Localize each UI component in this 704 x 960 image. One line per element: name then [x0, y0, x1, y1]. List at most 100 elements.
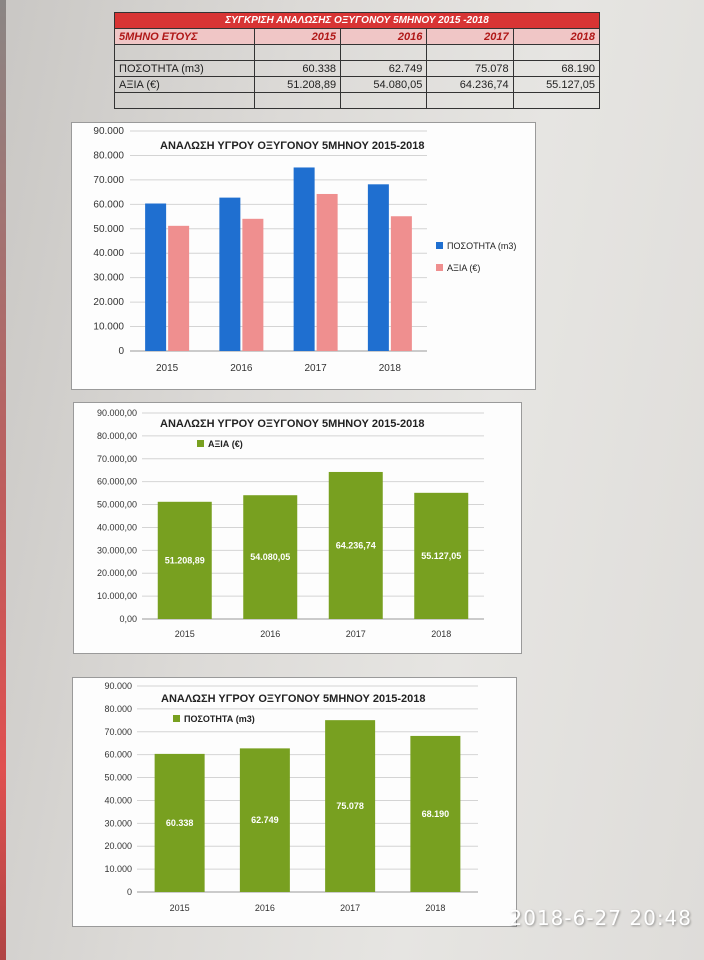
- summary-blank-row: [114, 44, 601, 61]
- data-label: 55.127,05: [421, 551, 461, 561]
- y-tick-label: 10.000: [104, 864, 132, 874]
- y-tick-label: 50.000: [93, 224, 124, 235]
- bar: [328, 471, 383, 619]
- chart-panel-combined: 0 10.000 20.000 30.000 40.000 50.000 60.000 70.…: [71, 122, 536, 390]
- bar: [219, 197, 241, 351]
- legend-swatch: [173, 715, 180, 722]
- legend-label: ΠΟΣΟΤΗΤΑ (m3): [447, 241, 516, 251]
- y-tick-label: 20.000: [93, 297, 124, 308]
- y-tick-label: 70.000: [104, 727, 132, 737]
- summary-header-year: 2018: [512, 28, 601, 45]
- y-tick-label: 30.000: [93, 273, 124, 284]
- photo-timestamp: 2018-6-27 20:48: [509, 906, 692, 930]
- x-tick-label: 2018: [379, 363, 402, 374]
- legend-swatch: [436, 264, 443, 271]
- y-tick-label: 30.000: [104, 818, 132, 828]
- x-tick-label: 2016: [255, 903, 275, 913]
- bar: [239, 748, 290, 892]
- y-tick-label: 60.000,00: [97, 477, 137, 487]
- x-tick-label: 2015: [175, 629, 195, 639]
- bar: [325, 720, 376, 892]
- page-edge: [0, 0, 6, 960]
- y-tick-label: 80.000: [104, 704, 132, 714]
- chart-panel-quantity: 0 10.000 20.000 30.000 40.000 50.000 60.000 70.…: [72, 677, 517, 927]
- y-tick-label: 50.000: [104, 773, 132, 783]
- x-tick-label: 2016: [260, 629, 280, 639]
- data-label: 60.338: [166, 818, 194, 828]
- combined-bar-chart: 0 10.000 20.000 30.000 40.000 50.000 60.000 70.…: [93, 126, 516, 374]
- bar: [293, 167, 315, 351]
- y-tick-label: 20.000: [104, 841, 132, 851]
- chart-title: ΑΝΑΛΩΣΗ ΥΓΡΟΥ ΟΞΥΓΟΝΟΥ 5ΜΗΝΟΥ 2015-2018: [160, 140, 424, 152]
- y-tick-label: 0: [118, 346, 124, 357]
- bar: [316, 193, 338, 351]
- table-cell: 60.338: [253, 60, 342, 77]
- row-label: ΑΞΙΑ (€): [114, 76, 255, 93]
- table-cell: 54.080,05: [340, 76, 428, 93]
- data-label: 51.208,89: [165, 555, 205, 565]
- y-tick-label: 40.000,00: [97, 522, 137, 532]
- summary-title-row: ΣΥΓΚΡΙΣΗ ΑΝΑΛΩΣΗΣ ΟΞΥΓΟΝΟΥ 5ΜΗΝΟΥ 2015 -…: [114, 12, 600, 29]
- quantity-bar-chart: 0 10.000 20.000 30.000 40.000 50.000 60.000 70.…: [104, 681, 478, 913]
- x-tick-label: 2017: [346, 629, 366, 639]
- y-tick-label: 0: [127, 887, 132, 897]
- y-tick-label: 60.000: [93, 199, 124, 210]
- summary-header-row: 5ΜΗΝΟ ΕΤΟΥΣ 2015 2016 2017 2018: [114, 28, 601, 45]
- value-bar-chart: 0,00 10.000,00 20.000,00 30.000,00 40.000,00…: [97, 408, 484, 639]
- bar: [242, 218, 264, 351]
- bar: [168, 225, 190, 351]
- x-tick-label: 2017: [340, 903, 360, 913]
- x-tick-label: 2018: [431, 629, 451, 639]
- summary-header-year: 2015: [253, 28, 342, 45]
- legend-label: ΑΞΙΑ (€): [447, 263, 480, 273]
- chart-panel-value: 0,00 10.000,00 20.000,00 30.000,00 40.000,00…: [73, 402, 522, 654]
- bar: [145, 203, 167, 351]
- summary-header-year: 2017: [426, 28, 514, 45]
- chart-title: ΑΝΑΛΩΣΗ ΥΓΡΟΥ ΟΞΥΓΟΝΟΥ 5ΜΗΝΟΥ 2015-2018: [160, 418, 424, 430]
- y-tick-label: 70.000,00: [97, 454, 137, 464]
- legend-label: ΑΞΙΑ (€): [208, 439, 243, 449]
- y-tick-label: 40.000: [104, 795, 132, 805]
- summary-header-label: 5ΜΗΝΟ ΕΤΟΥΣ: [114, 28, 255, 45]
- y-tick-label: 80.000,00: [97, 431, 137, 441]
- chart-title: ΑΝΑΛΩΣΗ ΥΓΡΟΥ ΟΞΥΓΟΝΟΥ 5ΜΗΝΟΥ 2015-2018: [161, 693, 425, 705]
- y-tick-label: 70.000: [93, 175, 124, 186]
- legend-swatch: [197, 440, 204, 447]
- bar: [390, 216, 412, 351]
- x-tick-label: 2015: [170, 903, 190, 913]
- y-tick-label: 80.000: [93, 150, 124, 161]
- table-row: ΑΞΙΑ (€) 51.208,89 54.080,05 64.236,74 5…: [114, 76, 601, 93]
- y-tick-label: 30.000,00: [97, 545, 137, 555]
- x-tick-label: 2015: [156, 363, 179, 374]
- summary-table: ΣΥΓΚΡΙΣΗ ΑΝΑΛΩΣΗΣ ΟΞΥΓΟΝΟΥ 5ΜΗΝΟΥ 2015 -…: [114, 12, 601, 109]
- y-tick-label: 10.000,00: [97, 591, 137, 601]
- table-cell: 75.078: [426, 60, 514, 77]
- table-cell: 51.208,89: [253, 76, 342, 93]
- y-tick-label: 10.000: [93, 322, 124, 333]
- y-tick-label: 60.000: [104, 750, 132, 760]
- summary-title: ΣΥΓΚΡΙΣΗ ΑΝΑΛΩΣΗΣ ΟΞΥΓΟΝΟΥ 5ΜΗΝΟΥ 2015 -…: [114, 12, 600, 29]
- y-tick-label: 20.000,00: [97, 568, 137, 578]
- table-cell: 68.190: [512, 60, 601, 77]
- summary-header-year: 2016: [340, 28, 428, 45]
- data-label: 64.236,74: [336, 540, 376, 550]
- data-label: 54.080,05: [250, 552, 290, 562]
- table-cell: 64.236,74: [426, 76, 514, 93]
- x-tick-label: 2018: [425, 903, 445, 913]
- bar: [414, 492, 469, 619]
- row-label: ΠΟΣΟΤΗΤΑ (m3): [114, 60, 255, 77]
- table-cell: 62.749: [340, 60, 428, 77]
- x-tick-label: 2017: [305, 363, 328, 374]
- table-cell: 55.127,05: [512, 76, 601, 93]
- summary-blank-row: [114, 92, 601, 109]
- legend-swatch: [436, 242, 443, 249]
- data-label: 75.078: [336, 801, 364, 811]
- y-tick-label: 50.000,00: [97, 500, 137, 510]
- x-tick-label: 2016: [230, 363, 253, 374]
- bar: [154, 753, 205, 892]
- y-tick-label: 40.000: [93, 248, 124, 259]
- data-label: 68.190: [422, 809, 450, 819]
- legend-label: ΠΟΣΟΤΗΤΑ (m3): [184, 714, 255, 724]
- bar: [243, 495, 298, 619]
- y-tick-label: 90.000,00: [97, 408, 137, 418]
